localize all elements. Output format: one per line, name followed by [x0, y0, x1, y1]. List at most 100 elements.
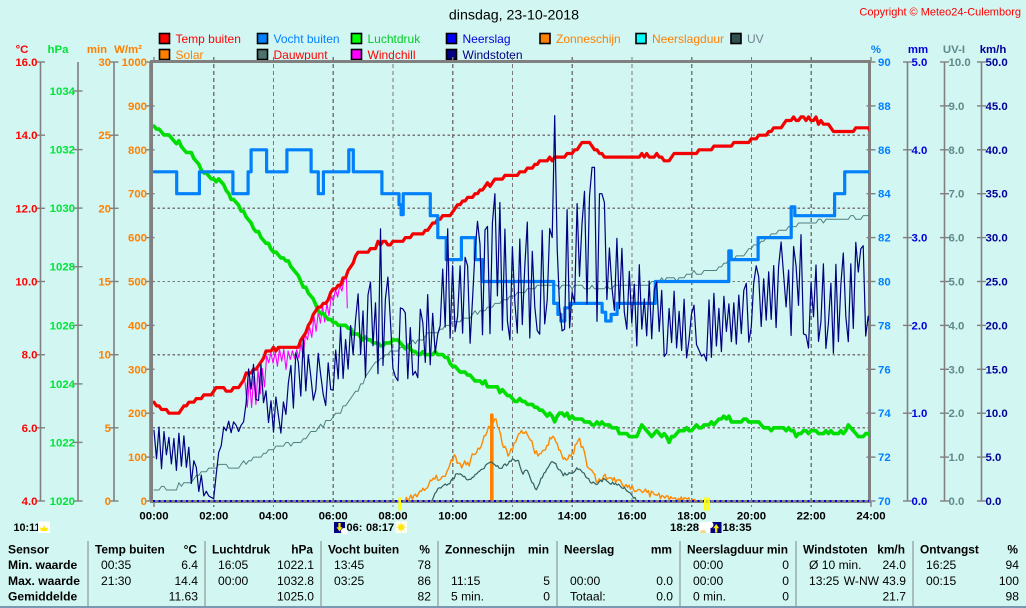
svg-text:6.0: 6.0: [22, 423, 38, 435]
svg-text:45.0: 45.0: [986, 101, 1008, 113]
svg-text:18:35: 18:35: [723, 522, 753, 534]
svg-text:0.0: 0.0: [949, 496, 965, 508]
svg-text:72: 72: [878, 452, 891, 464]
svg-text:24:00: 24:00: [856, 511, 885, 523]
svg-text:11:15: 11:15: [451, 574, 481, 588]
svg-text:20: 20: [98, 203, 111, 215]
svg-text:Luchtdruk: Luchtdruk: [212, 542, 271, 556]
svg-text:4.0: 4.0: [912, 145, 928, 157]
svg-text:16:25: 16:25: [926, 558, 957, 572]
svg-text:Dauwpunt: Dauwpunt: [274, 48, 329, 62]
svg-text:78: 78: [418, 558, 432, 572]
svg-text:30.0: 30.0: [986, 233, 1008, 245]
svg-text:100: 100: [999, 574, 1019, 588]
svg-text:10.0: 10.0: [949, 57, 971, 69]
svg-text:8.0: 8.0: [949, 145, 965, 157]
svg-text:Totaal:: Totaal:: [570, 589, 606, 603]
svg-text:0.0: 0.0: [986, 496, 1002, 508]
svg-text:10.0: 10.0: [15, 277, 37, 289]
svg-text:06:00: 06:00: [319, 511, 348, 523]
svg-text:Neerslag: Neerslag: [463, 32, 511, 46]
svg-text:82: 82: [418, 589, 432, 603]
svg-text:1020: 1020: [50, 496, 75, 508]
svg-text:08:17: 08:17: [366, 522, 394, 534]
svg-text:13:25: 13:25: [809, 574, 840, 588]
svg-text:hPa: hPa: [291, 542, 313, 556]
svg-text:25: 25: [98, 130, 111, 142]
svg-text:700: 700: [128, 189, 147, 201]
svg-text:1024: 1024: [50, 379, 76, 391]
svg-text:1032.8: 1032.8: [277, 574, 314, 588]
svg-text:°C: °C: [184, 542, 198, 556]
svg-text:UV-I: UV-I: [943, 44, 965, 56]
svg-text:90: 90: [878, 57, 891, 69]
svg-text:9.0: 9.0: [949, 101, 965, 113]
svg-text:5: 5: [105, 423, 112, 435]
svg-text:25.0: 25.0: [986, 277, 1008, 289]
svg-text:300: 300: [128, 364, 147, 376]
svg-text:%: %: [1007, 542, 1018, 556]
svg-text:min: min: [767, 542, 788, 556]
svg-text:35.0: 35.0: [986, 189, 1008, 201]
svg-text:Vocht buiten: Vocht buiten: [274, 32, 340, 46]
svg-text:Gemiddelde: Gemiddelde: [8, 589, 77, 603]
svg-text:18:28: 18:28: [670, 522, 699, 534]
svg-text:1025.0: 1025.0: [277, 589, 314, 603]
svg-text:Ontvangst: Ontvangst: [920, 542, 979, 556]
svg-text:5: 5: [543, 574, 550, 588]
svg-text:0 min.: 0 min.: [693, 589, 726, 603]
svg-text:16:00: 16:00: [617, 511, 646, 523]
svg-text:km/h: km/h: [877, 542, 905, 556]
svg-text:W-NW 43.9: W-NW 43.9: [844, 574, 907, 588]
svg-text:10.0: 10.0: [986, 408, 1008, 420]
svg-text:15: 15: [98, 277, 111, 289]
svg-text:1032: 1032: [50, 145, 75, 157]
svg-text:200: 200: [128, 408, 147, 420]
svg-text:12:00: 12:00: [498, 511, 527, 523]
svg-text:min: min: [87, 44, 107, 56]
svg-text:3.0: 3.0: [949, 364, 965, 376]
svg-text:dinsdag, 23-10-2018: dinsdag, 23-10-2018: [449, 8, 579, 24]
svg-text:86: 86: [878, 145, 891, 157]
svg-text:2.0: 2.0: [912, 320, 928, 332]
svg-text:5 min.: 5 min.: [451, 589, 484, 603]
svg-text:03:25: 03:25: [334, 574, 365, 588]
svg-text:12.0: 12.0: [15, 203, 37, 215]
svg-text:10:00: 10:00: [438, 511, 467, 523]
svg-text:4.0: 4.0: [949, 320, 965, 332]
svg-text:00:00: 00:00: [218, 574, 249, 588]
svg-text:Copyright © Meteo24-Culemborg: Copyright © Meteo24-Culemborg: [859, 7, 1021, 19]
svg-text:Neerslagduur: Neerslagduur: [652, 32, 724, 46]
svg-text:6.4: 6.4: [181, 558, 198, 572]
svg-text:7.0: 7.0: [949, 189, 965, 201]
svg-text:1026: 1026: [50, 320, 75, 332]
svg-text:900: 900: [128, 101, 147, 113]
svg-text:6.0: 6.0: [949, 233, 965, 245]
svg-text:13:45: 13:45: [334, 558, 365, 572]
svg-text:100: 100: [128, 452, 147, 464]
svg-text:0: 0: [543, 589, 550, 603]
svg-text:Luchtdruk: Luchtdruk: [368, 32, 422, 46]
svg-text:2.0: 2.0: [949, 408, 965, 420]
svg-text:24.0: 24.0: [882, 558, 906, 572]
svg-text:21.7: 21.7: [882, 589, 906, 603]
svg-text:400: 400: [128, 320, 147, 332]
svg-text:1.0: 1.0: [949, 452, 965, 464]
svg-text:Zonneschijn: Zonneschijn: [556, 32, 621, 46]
svg-text:Max. waarde: Max. waarde: [8, 574, 80, 588]
svg-text:00:00: 00:00: [693, 574, 724, 588]
svg-text:3.0: 3.0: [912, 233, 928, 245]
svg-text:14.0: 14.0: [15, 130, 37, 142]
svg-text:Sensor: Sensor: [8, 542, 49, 556]
svg-text:82: 82: [878, 233, 891, 245]
svg-text:78: 78: [878, 320, 891, 332]
svg-text:Temp buiten: Temp buiten: [176, 32, 241, 46]
svg-text:02:00: 02:00: [199, 511, 228, 523]
svg-text:Neerslagduur: Neerslagduur: [687, 542, 764, 556]
svg-text:20:00: 20:00: [737, 511, 766, 523]
svg-text:06:: 06:: [347, 522, 363, 534]
svg-text:1028: 1028: [50, 262, 75, 274]
svg-text:04:00: 04:00: [259, 511, 288, 523]
svg-text:11.63: 11.63: [169, 589, 199, 603]
svg-text:0.0: 0.0: [912, 496, 928, 508]
